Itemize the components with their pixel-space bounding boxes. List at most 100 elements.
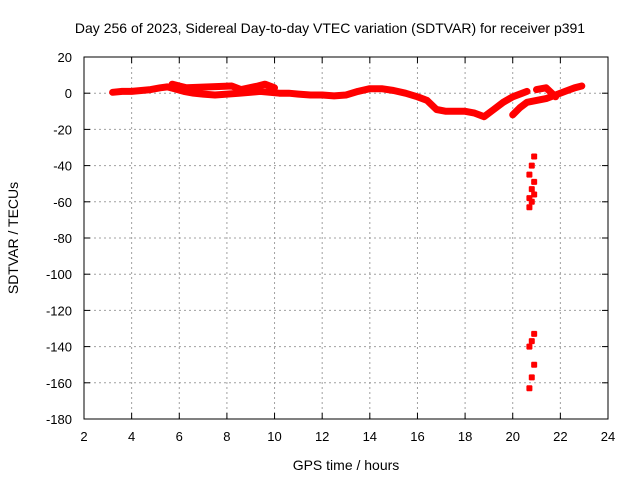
data-point: [452, 108, 459, 115]
y-tick-label: -140: [46, 340, 72, 355]
data-point: [147, 86, 154, 93]
data-point: [307, 92, 314, 99]
data-point: [531, 178, 538, 185]
data-point: [390, 87, 397, 94]
chart-title: Day 256 of 2023, Sidereal Day-to-day VTE…: [75, 20, 585, 36]
data-point: [571, 84, 578, 91]
data-point: [319, 92, 326, 99]
data-point: [509, 93, 516, 100]
data-point: [164, 83, 171, 90]
data-point: [533, 97, 540, 104]
data-point: [119, 88, 126, 95]
data-point: [212, 92, 218, 99]
data-point: [257, 88, 264, 95]
series-high-scatter-segment-A: [168, 80, 278, 94]
y-tick-label: -120: [46, 303, 72, 318]
data-point: [526, 171, 533, 178]
data-point: [524, 99, 531, 106]
data-point: [378, 85, 385, 92]
data-point: [109, 89, 116, 96]
data-point: [528, 186, 535, 193]
x-axis-label: GPS time / hours: [293, 457, 400, 473]
data-point: [481, 113, 488, 120]
data-point: [223, 91, 230, 98]
data-point: [138, 87, 145, 94]
data-point: [552, 93, 559, 100]
data-point: [462, 108, 469, 115]
data-point: [531, 330, 538, 337]
x-tick-label: 24: [601, 429, 615, 444]
data-point: [528, 162, 535, 169]
x-tick-label: 14: [363, 429, 377, 444]
series-main-band: [109, 83, 531, 121]
axis-ticks: 2 4 6 8 10 12 14 16 18 20 22 24200-20-40-60-80-100-…: [46, 50, 615, 444]
data-point: [285, 90, 292, 97]
y-axis-label: SDTVAR / TECUs: [5, 182, 21, 294]
data-point: [528, 198, 535, 205]
data-point: [528, 338, 535, 345]
data-point: [526, 385, 533, 392]
series-upper-late-branch: [533, 84, 560, 101]
data-point: [500, 99, 507, 106]
x-tick-label: 4: [128, 429, 135, 444]
data-point: [433, 106, 440, 113]
data-point: [516, 104, 523, 111]
data-point: [200, 91, 207, 98]
y-tick-label: -180: [46, 412, 72, 427]
data-point: [528, 374, 535, 381]
data-point: [531, 191, 538, 198]
data-point: [190, 90, 197, 97]
x-tick-label: 10: [267, 429, 281, 444]
y-tick-label: -40: [53, 159, 72, 174]
data-point: [331, 92, 338, 99]
data-point: [266, 89, 273, 96]
data-point: [157, 84, 164, 91]
data-point: [262, 81, 269, 88]
data-point: [490, 106, 497, 113]
series-outlier-streaks: [526, 153, 538, 392]
data-point: [423, 97, 430, 104]
y-tick-label: -160: [46, 376, 72, 391]
data-point: [402, 90, 409, 97]
y-tick-label: -60: [53, 195, 72, 210]
data-point: [543, 95, 550, 102]
data-point: [183, 84, 190, 91]
data-point: [526, 343, 533, 350]
data-point: [414, 93, 421, 100]
data-point: [471, 110, 478, 117]
y-tick-label: -20: [53, 122, 72, 137]
data-point: [524, 88, 531, 95]
data-point: [295, 91, 302, 98]
data-points: [109, 80, 586, 392]
y-tick-label: 0: [65, 86, 72, 101]
y-tick-label: -100: [46, 267, 72, 282]
data-point: [128, 88, 135, 95]
data-point: [366, 85, 373, 92]
data-point: [531, 153, 538, 160]
x-tick-label: 20: [505, 429, 519, 444]
data-point: [526, 204, 533, 211]
x-tick-label: 2: [80, 429, 87, 444]
data-point: [254, 82, 261, 89]
data-point: [354, 88, 361, 95]
data-point: [176, 82, 183, 89]
data-point: [271, 84, 278, 91]
data-point: [443, 108, 450, 115]
data-point: [543, 84, 550, 91]
data-point: [519, 90, 526, 97]
data-point: [276, 90, 283, 97]
x-tick-label: 16: [410, 429, 424, 444]
data-point: [509, 111, 516, 118]
grid: [84, 57, 608, 419]
data-point: [533, 86, 540, 93]
data-point: [562, 88, 569, 95]
x-tick-label: 6: [176, 429, 183, 444]
data-point: [169, 81, 176, 88]
data-point: [228, 82, 235, 89]
data-point: [343, 92, 349, 99]
y-tick-label: 20: [58, 50, 72, 65]
data-point: [578, 82, 585, 89]
series-late-branch: [509, 82, 586, 119]
y-tick-label: -80: [53, 231, 72, 246]
